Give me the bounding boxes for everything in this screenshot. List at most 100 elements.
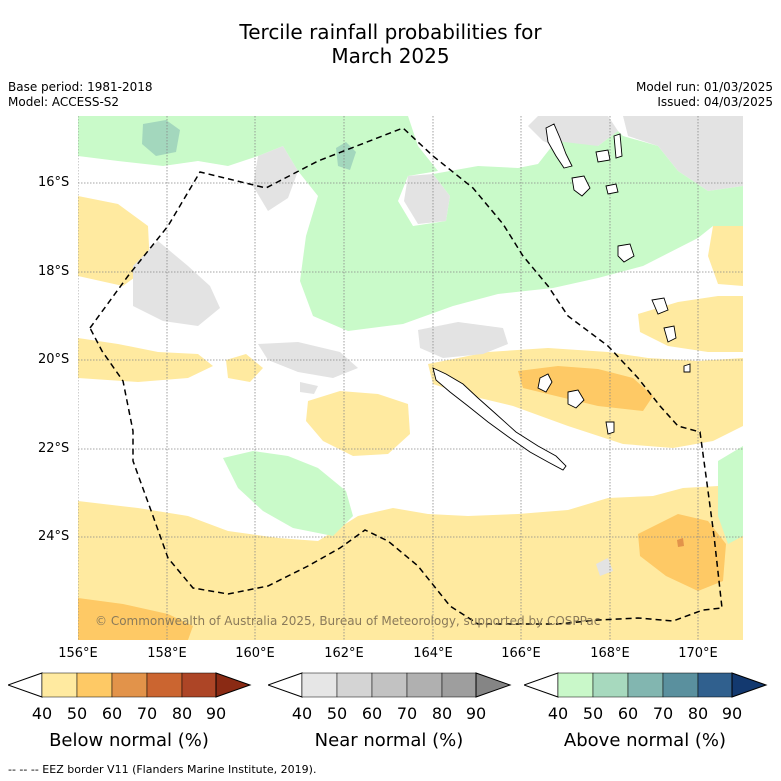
map-title: Tercile rainfall probabilities for March… <box>0 20 781 68</box>
lat-label-20s: 20°S <box>38 352 70 367</box>
lon-label-166e: 166°E <box>501 646 541 661</box>
lat-label-16s: 16°S <box>38 175 70 190</box>
below-70-spot <box>677 538 684 547</box>
colorbar-above-normal <box>522 672 768 698</box>
colorbar-above-bin-5 <box>697 672 733 698</box>
title-line-1: Tercile rainfall probabilities for <box>239 20 542 44</box>
map-canvas <box>78 116 743 640</box>
vanuatu-tanna <box>651 297 669 315</box>
lon-label-158e: 158°E <box>147 646 187 661</box>
legend-above-normal: 40 50 60 70 80 90 Above normal (%) <box>522 670 768 751</box>
tick-below-60: 60 <box>101 704 123 723</box>
legend-near-normal: 40 50 60 70 80 90 Near normal (%) <box>266 670 512 751</box>
below-normal-70-areas <box>677 538 684 547</box>
near-area-w <box>133 241 220 326</box>
tick-near-40: 40 <box>291 704 313 723</box>
tick-below-90: 90 <box>205 704 227 723</box>
colorbar-below-bin-5 <box>181 672 217 698</box>
colorbar-below-normal <box>6 672 252 698</box>
tick-near-50: 50 <box>326 704 348 723</box>
below-area-ne-edge <box>708 216 743 286</box>
above-area-sw <box>223 451 353 536</box>
near-area-se <box>596 558 613 576</box>
graticule <box>78 116 743 640</box>
meta-right: Model run: 01/03/2025 Issued: 04/03/2025 <box>636 80 773 110</box>
map-area <box>78 116 743 640</box>
below-normal-60-areas <box>78 366 726 640</box>
vanuatu-malakula <box>571 175 591 197</box>
tick-above-90: 90 <box>721 704 743 723</box>
legend-below-normal: 40 50 60 70 80 90 Below normal (%) <box>6 670 252 751</box>
colorbar-near-bin-3 <box>371 672 408 698</box>
hunter-island <box>683 363 691 373</box>
colorbar-above-bin-4 <box>662 672 699 698</box>
above-60-nw <box>142 120 180 156</box>
colorbar-above-extend-high <box>731 672 768 698</box>
near-area-small <box>300 382 318 394</box>
tick-above-80: 80 <box>687 704 709 723</box>
colorbar-near-extend-high <box>475 672 512 698</box>
near-area-nw <box>253 146 298 211</box>
lat-label-24s: 24°S <box>38 529 70 544</box>
legend-near-caption: Near normal (%) <box>314 730 464 751</box>
colorbar-near-extend-low <box>266 672 303 698</box>
lon-label-162e: 162°E <box>324 646 364 661</box>
lon-label-168e: 168°E <box>590 646 630 661</box>
meta-left: Base period: 1981-2018 Model: ACCESS-S2 <box>8 80 153 110</box>
loyalty-island-mare <box>567 389 585 409</box>
above-area-e <box>718 446 743 544</box>
legend-above-caption: Above normal (%) <box>563 730 727 751</box>
colorbar-above-extend-low <box>522 672 559 698</box>
near-area-c2 <box>418 322 508 358</box>
above-area-north <box>78 116 743 331</box>
colorbar-above-bin-1 <box>557 672 594 698</box>
tick-above-50: 50 <box>582 704 604 723</box>
near-area-ne-2 <box>623 116 743 191</box>
legend-below-caption: Below normal (%) <box>49 730 209 751</box>
colorbar-below-bin-1 <box>41 672 78 698</box>
eez-border <box>89 127 723 625</box>
above-60-n <box>336 142 356 170</box>
tick-near-80: 80 <box>431 704 453 723</box>
vanuatu-espiritu-santo <box>545 123 573 169</box>
colorbar-near-bin-1 <box>301 672 338 698</box>
vanuatu-pentecost <box>595 149 611 163</box>
title-line-2: March 2025 <box>331 44 450 68</box>
below-60-east <box>518 366 653 411</box>
colorbar-near-bin-4 <box>406 672 443 698</box>
lat-label-18s: 18°S <box>38 264 70 279</box>
vanuatu-ambrym <box>605 183 619 195</box>
model-run: Model run: 01/03/2025 <box>635 80 773 94</box>
eez-border-note: -- -- -- EEZ border V11 (Flanders Marine… <box>8 763 317 776</box>
colorbar-below-extend-high <box>215 672 252 698</box>
colorbar-near-bin-2 <box>336 672 373 698</box>
below-area-west <box>78 196 150 286</box>
colorbar-below-extend-low <box>6 672 43 698</box>
tick-near-70: 70 <box>396 704 418 723</box>
loyalty-island-lifou <box>537 373 553 393</box>
colorbar-above-bin-3 <box>627 672 664 698</box>
tick-above-60: 60 <box>617 704 639 723</box>
colorbar-near-normal <box>266 672 512 698</box>
below-area-dot <box>226 354 263 382</box>
below-area-south <box>78 486 743 640</box>
lon-label-156e: 156°E <box>58 646 98 661</box>
colorbar-near-bin-5 <box>441 672 477 698</box>
model-name: Model: ACCESS-S2 <box>8 95 120 109</box>
tick-above-70: 70 <box>652 704 674 723</box>
copyright-notice: © Commonwealth of Australia 2025, Bureau… <box>95 614 601 628</box>
tick-below-50: 50 <box>66 704 88 723</box>
lon-label-170e: 170°E <box>678 646 718 661</box>
below-60-southeast <box>638 514 726 591</box>
above-normal-60-areas <box>142 120 356 170</box>
new-caledonia-mainland <box>432 367 567 471</box>
vanuatu-aneityum <box>663 325 677 343</box>
lon-label-164e: 164°E <box>413 646 453 661</box>
below-area-central <box>306 391 410 456</box>
vanuatu-maewo <box>613 133 623 159</box>
near-area-c <box>258 342 358 378</box>
tick-below-70: 70 <box>136 704 158 723</box>
tick-below-80: 80 <box>171 704 193 723</box>
below-60-southwest <box>78 598 193 640</box>
above-normal-50-areas <box>78 116 743 544</box>
